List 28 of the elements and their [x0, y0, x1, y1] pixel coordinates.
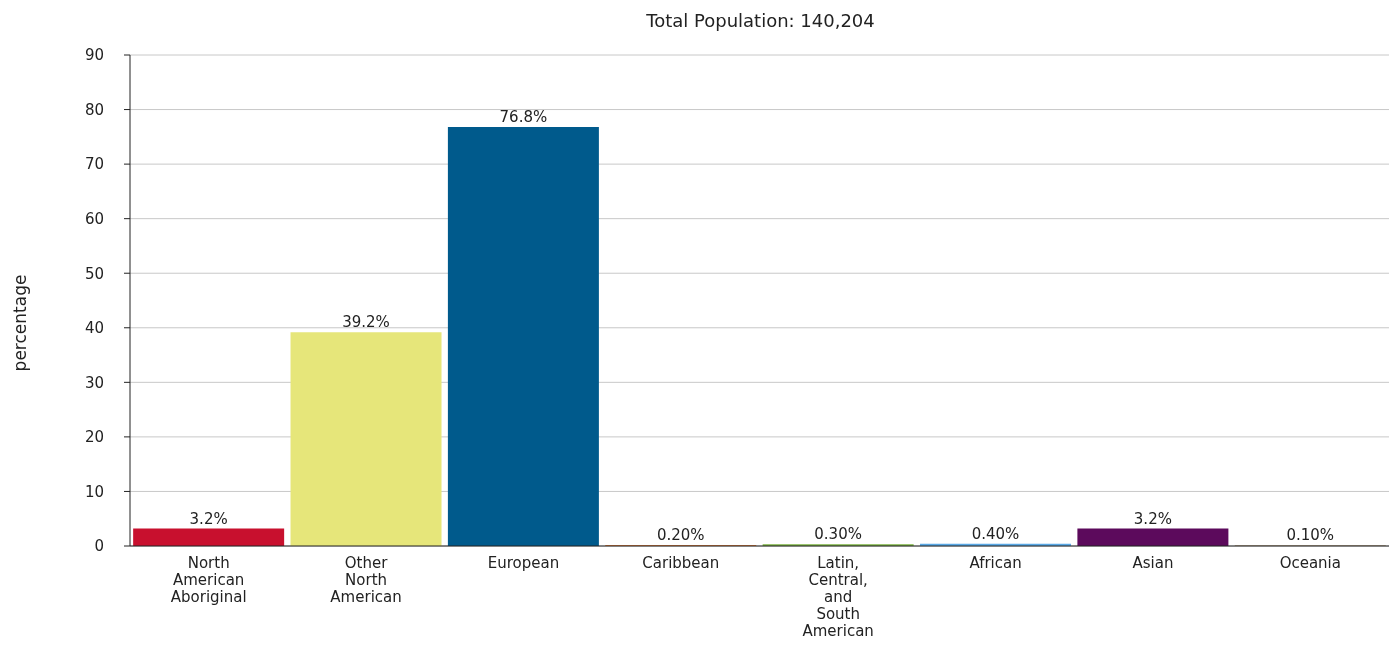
chart-title: Total Population: 140,204 — [645, 10, 876, 31]
y-tick-label: 40 — [84, 319, 104, 338]
x-tick-label: Caribbean — [642, 554, 720, 572]
y-tick-label: 70 — [84, 155, 104, 174]
y-tick-label: 20 — [84, 428, 104, 447]
y-tick-label: 0 — [94, 537, 104, 556]
x-tick-label: Latin, Central, and South American — [802, 554, 874, 640]
y-tick-label: 80 — [84, 100, 104, 119]
y-tick-label: 10 — [84, 482, 104, 501]
x-tick-label: North American Aboriginal — [170, 554, 247, 606]
x-tick-label: Oceania — [1279, 554, 1341, 572]
x-tick-label: African — [969, 554, 1022, 572]
data-label: 39.2% — [342, 313, 390, 332]
data-label: 76.8% — [499, 108, 548, 127]
data-label: 0.10% — [1286, 526, 1335, 545]
data-label: 3.2% — [1133, 509, 1172, 528]
x-tick-label: Other North American — [330, 554, 402, 606]
y-tick-label: 30 — [84, 373, 104, 392]
y-tick-label: 50 — [84, 264, 104, 283]
data-label: 0.40% — [971, 524, 1020, 543]
x-tick-label: Asian — [1132, 554, 1174, 572]
y-tick-label: 90 — [84, 46, 104, 65]
x-tick-label: European — [487, 554, 560, 572]
data-label: 0.20% — [656, 525, 705, 544]
y-axis-title: percentage — [10, 274, 30, 372]
data-label: 0.30% — [814, 525, 862, 544]
y-tick-label: 60 — [84, 209, 104, 228]
data-label: 3.2% — [189, 509, 228, 528]
